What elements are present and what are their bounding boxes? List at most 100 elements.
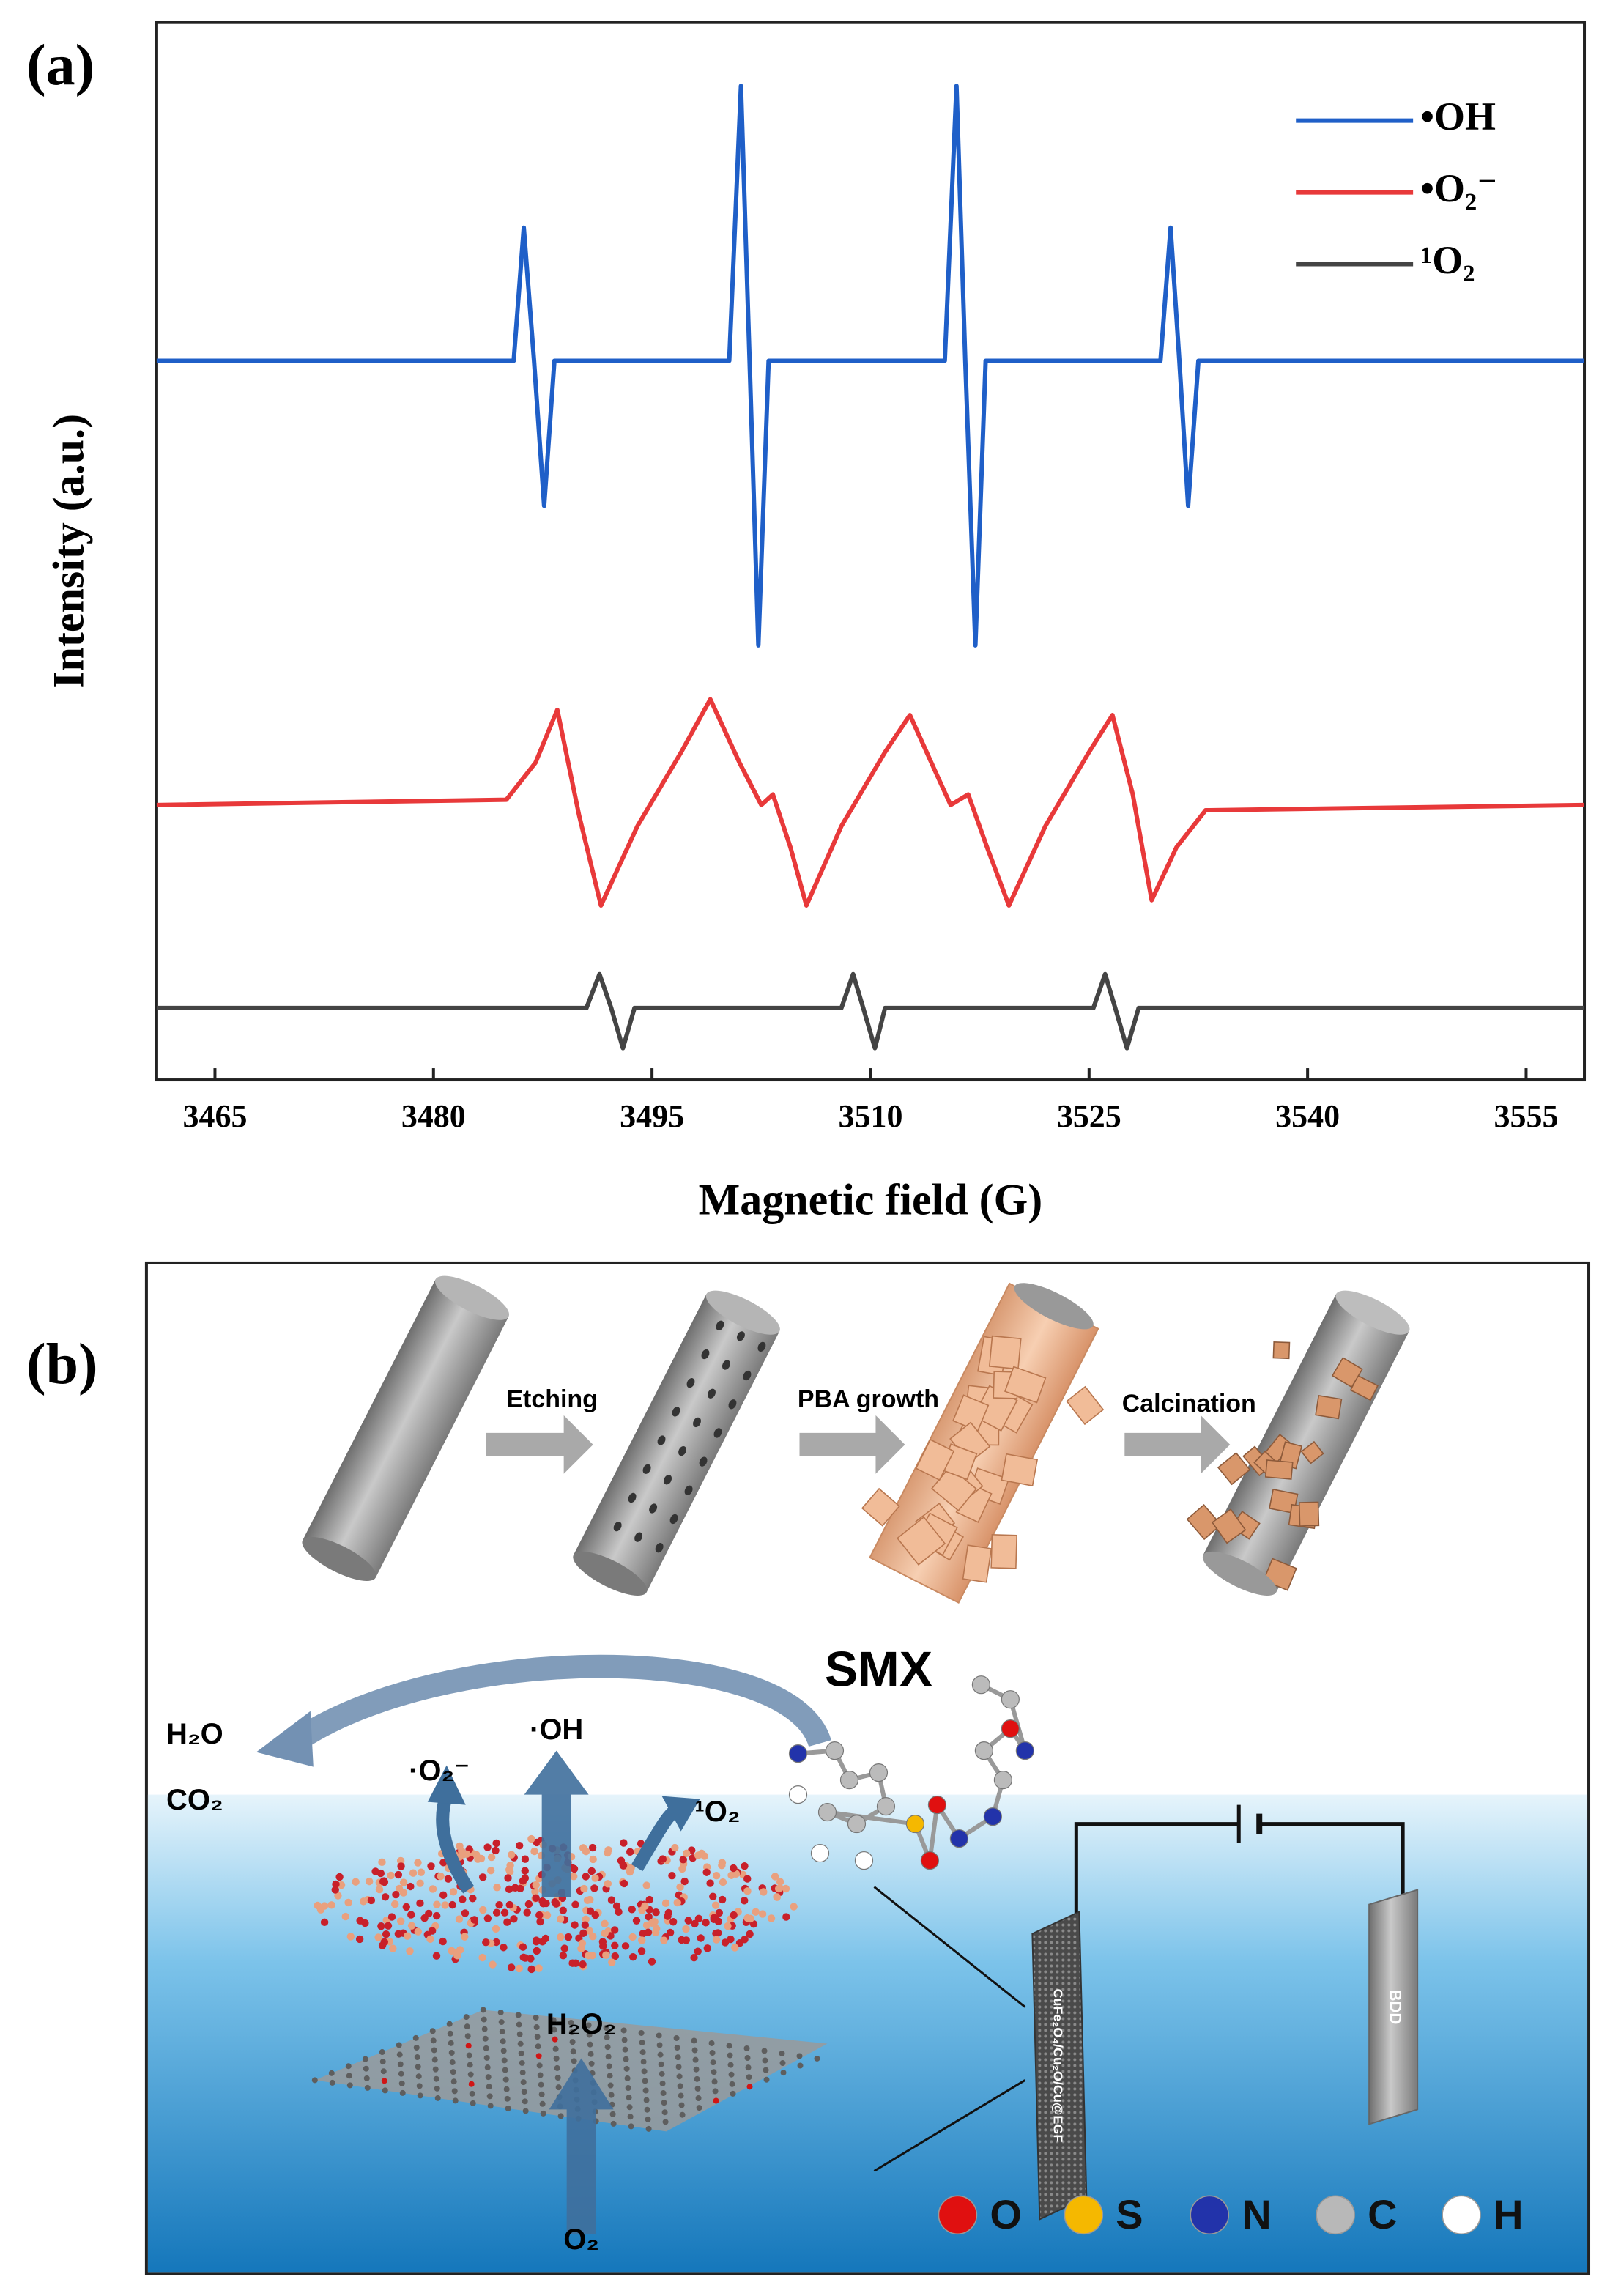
layer-atom [417,1868,426,1876]
graphene-atom [500,2048,507,2054]
layer-atom [420,1914,429,1922]
layer-atom [666,1928,675,1937]
layer-atom [439,1937,447,1946]
pba-cube [915,1438,955,1481]
atom [905,1814,925,1834]
graphene-atom [674,2045,680,2051]
graphene-atom [644,2106,650,2113]
layer-atom [718,1862,726,1870]
graphene-atom [415,2064,421,2070]
layer-atom [394,1870,403,1879]
graphene-atom [676,2073,683,2080]
graphene-atom [483,2054,490,2061]
layer-atom [444,1875,453,1883]
layer-atom [556,1915,565,1923]
layer-atom [493,1884,501,1892]
graphene-atom [502,2067,508,2073]
graphene-atom [551,2026,557,2033]
panel-label: (a) [26,33,94,97]
layer-atom [341,1912,349,1921]
layer-atom [702,1868,711,1876]
species-label: ·OH [530,1714,583,1746]
graphene-atom [346,2082,353,2089]
layer-atom [439,1891,448,1900]
layer-atom [407,1922,416,1930]
layer-atom [743,1914,752,1922]
layer-atom [669,1918,678,1926]
layer-atom [612,1902,621,1910]
pore [678,1445,687,1456]
pba-cube [952,1394,990,1432]
layer-atom [611,1952,620,1960]
graphene-atom [555,2084,562,2091]
layer-atom [683,1849,691,1857]
species-label: ¹O₂ [694,1796,740,1828]
atom [920,1851,940,1870]
layer-atom [508,1851,516,1859]
layer-atom [571,1921,579,1929]
layer-atom [521,1855,530,1863]
graphene-atom [730,2090,736,2097]
step-label: PBA growth [798,1385,939,1413]
graphene-atom [797,2062,804,2069]
layer-atom [378,1858,386,1867]
cylinder [302,1275,510,1581]
layer-atom [524,1900,533,1908]
pore [686,1378,695,1388]
graphene-atom [604,2044,611,2051]
graphene-atom [519,2059,525,2066]
layer-atom [379,1878,387,1886]
layer-atom [727,1935,735,1944]
graphene-atom [745,2064,752,2071]
graphene-atom [554,2064,560,2071]
layer-atom [604,1880,612,1888]
layer-atom [694,1914,703,1923]
graphene-atom [451,2088,458,2095]
graphene-atom [468,2081,475,2087]
graphene-atom [693,2066,700,2073]
graphene-atom [729,2081,735,2087]
layer-atom [332,1880,340,1889]
graphene-atom [606,2063,612,2070]
atom [971,1675,990,1695]
layer-atom [541,1934,550,1943]
graphene-atom [497,2009,504,2015]
layer-atom [629,1952,637,1961]
layer-atom [571,1900,579,1908]
graphene-atom [623,2056,629,2062]
layer-atom [712,1936,721,1944]
layer-atom [719,1878,727,1886]
layer-atom [743,1887,752,1895]
layer-atom [741,1862,749,1870]
graphene-atom [416,2083,423,2089]
legend-label: •OH [1420,95,1496,138]
species-label: H₂O₂ [546,2008,616,2040]
layer-atom [335,1873,344,1881]
graphene-atom [727,2052,733,2059]
layer-atom [790,1903,798,1911]
layer-atom [409,1869,418,1877]
layer-atom [483,1843,492,1851]
pore [672,1407,680,1417]
graphene-atom [470,2100,476,2106]
layer-atom [580,1884,588,1893]
graphene-atom [469,2090,475,2097]
graphene-atom [660,2090,667,2097]
graphene-atom [673,2034,680,2041]
layer-atom [361,1919,369,1927]
layer-atom [700,1852,708,1860]
graphene-atom [638,2029,645,2036]
graphene-atom [643,2097,650,2103]
graphene-atom [515,2012,522,2018]
layer-atom [504,1874,512,1882]
layer-atom [374,1933,382,1941]
graphene-atom [482,2035,489,2042]
layer-atom [638,1936,646,1944]
layer-atom [523,1908,531,1917]
layer-atom [682,1925,690,1933]
pba-cube [897,1516,946,1566]
layer-atom [702,1919,710,1927]
layer-atom [684,1917,692,1925]
graphene-atom [534,2034,541,2040]
layer-atom [519,1877,527,1885]
